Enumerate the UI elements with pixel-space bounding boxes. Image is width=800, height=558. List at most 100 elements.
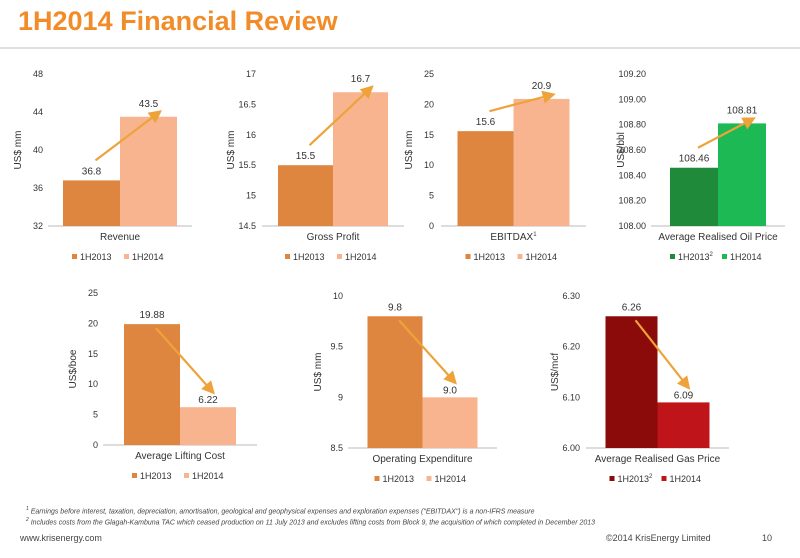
legend-swatch (465, 254, 471, 259)
bar-1H2014 (333, 92, 388, 227)
y-tick-label: 108.20 (618, 196, 646, 206)
legend-label: 1H2014 (192, 471, 224, 481)
page-title: 1H2014 Financial Review (18, 6, 338, 36)
legend-swatch (670, 254, 675, 259)
legend-label: 1H20132 (618, 474, 654, 484)
y-tick-label: 44 (33, 107, 43, 117)
chart-title: Gross Profit (307, 232, 360, 243)
y-tick-label: 9.5 (330, 342, 343, 352)
data-label: 15.6 (476, 117, 496, 128)
legend: 1H2013 1H2014 (374, 474, 467, 484)
trend-arrow (398, 319, 457, 385)
title-divider (0, 47, 800, 49)
y-tick-label: 40 (33, 145, 43, 155)
legend: 1H20132 1H2014 (609, 474, 702, 484)
legend-footnote-marker: 2 (710, 252, 714, 258)
chart-4: 108.00 108.20 108.40 108.60 108.80 109.00 109.… (616, 69, 785, 262)
legend-swatch (609, 476, 615, 481)
data-label: 6.26 (622, 302, 642, 313)
bar-1H2013 (367, 316, 423, 448)
footnote-1-marker: 1 (26, 506, 29, 512)
y-tick-label: 108.80 (618, 120, 646, 130)
footnote-2-marker: 2 (26, 517, 29, 524)
legend-label: 1H2014 (345, 252, 377, 262)
legend-swatch (132, 473, 137, 478)
y-tick-label: 6.00 (562, 443, 580, 453)
y-axis-label: US$ mm (13, 131, 24, 170)
y-tick-label: 8.5 (330, 443, 343, 453)
y-tick-label: 48 (33, 69, 43, 79)
y-tick-label: 15 (246, 191, 256, 201)
bar-1H2013 (670, 167, 718, 226)
y-axis-label: US$/mcf (550, 353, 561, 392)
y-tick-label: 14.5 (238, 221, 256, 231)
legend-swatch (285, 254, 290, 259)
bar-1H2014 (513, 98, 570, 226)
trend-arrow (634, 319, 691, 390)
bar-1H2013 (63, 180, 120, 226)
bar-1H2013 (278, 165, 333, 226)
bar-1H2014 (657, 402, 710, 448)
chart-title: Operating Expenditure (372, 454, 473, 465)
y-tick-label: 15 (88, 349, 98, 359)
data-label: 9.0 (443, 385, 457, 396)
legend-label: 1H2013 (80, 252, 112, 262)
legend-swatch (337, 254, 342, 259)
chart-title-footnote-marker: 1 (533, 232, 537, 238)
legend: 1H2013 1H2014 (285, 252, 377, 262)
y-tick-label: 20 (88, 318, 98, 328)
data-label: 9.8 (388, 302, 402, 313)
trend-arrow (489, 90, 556, 113)
legend: 1H20132 1H2014 (670, 252, 762, 262)
chart-title: Average Realised Oil Price (658, 232, 778, 243)
trend-arrow (94, 110, 163, 162)
y-tick-label: 0 (429, 221, 434, 231)
y-tick-label: 10 (424, 160, 434, 170)
data-label: 108.46 (679, 154, 710, 165)
chart-title: Average Lifting Cost (135, 451, 225, 462)
y-axis-label: US$/boe (68, 349, 79, 388)
chart-title: Average Realised Gas Price (595, 454, 721, 465)
y-tick-label: 6.20 (562, 342, 580, 352)
bar-1H2014 (422, 397, 478, 448)
data-label: 20.9 (532, 81, 552, 92)
data-label: 19.88 (139, 310, 164, 321)
legend-label: 1H2014 (730, 252, 762, 262)
y-tick-label: 15.5 (238, 160, 256, 170)
data-label: 15.5 (296, 151, 316, 162)
legend-swatch (72, 254, 77, 259)
trend-arrow (308, 85, 374, 147)
y-tick-label: 5 (429, 191, 434, 201)
legend-swatch (661, 476, 667, 481)
legend-swatch (184, 473, 189, 478)
y-tick-label: 25 (88, 288, 98, 298)
legend: 1H2013 1H2014 (132, 471, 224, 481)
legend: 1H2013 1H2014 (465, 252, 558, 262)
legend-label: 1H2013 (140, 471, 172, 481)
footer-website: www.krisenergy.com (20, 533, 102, 543)
legend-label: 1H2014 (670, 474, 702, 484)
legend-swatch (374, 476, 380, 481)
data-label: 36.8 (82, 166, 102, 177)
y-tick-label: 6.30 (562, 291, 580, 301)
y-tick-label: 20 (424, 99, 434, 109)
bar-1H2013 (124, 324, 180, 445)
y-tick-label: 9 (338, 392, 343, 402)
legend-label: 1H2013 (383, 474, 415, 484)
y-tick-label: 25 (424, 69, 434, 79)
footnote-1-text: Earnings before interest, taxation, depr… (30, 508, 535, 516)
y-axis-label: US$ mm (226, 131, 237, 170)
footnote-2-text: Includes costs from the Glagah-Kambuna T… (30, 519, 596, 527)
trend-arrow (155, 327, 215, 395)
y-tick-label: 108.40 (618, 170, 646, 180)
y-tick-label: 10 (88, 379, 98, 389)
legend-swatch (124, 254, 129, 259)
y-tick-label: 5 (93, 410, 98, 420)
footnote-1: 1 Earnings before interest, taxation, de… (26, 505, 595, 516)
y-tick-label: 16.5 (238, 99, 256, 109)
legend-label: 1H2014 (526, 252, 558, 262)
legend-label: 1H2014 (435, 474, 467, 484)
